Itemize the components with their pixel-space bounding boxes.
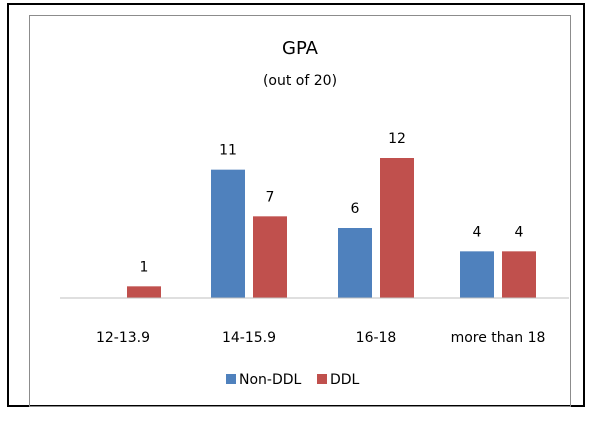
data-label-ddl-1: 7 (266, 189, 275, 205)
x-tick-label: 16-18 (356, 330, 397, 346)
bar-non-ddl-3 (460, 251, 494, 298)
legend: Non-DDL DDL (226, 372, 360, 388)
bar-ddl-2 (380, 158, 414, 298)
data-label-ddl-2: 12 (388, 131, 406, 147)
bars-group (127, 158, 536, 298)
legend-label-ddl: DDL (330, 372, 360, 388)
bar-non-ddl-2 (338, 228, 372, 298)
chart-frame (7, 3, 585, 407)
bar-non-ddl-1 (211, 169, 245, 298)
chart-title: GPA (282, 38, 319, 59)
chart-area (29, 15, 571, 407)
bar-ddl-3 (502, 251, 536, 298)
x-tick-label: 14-15.9 (222, 330, 276, 346)
x-tick-label: 12-13.9 (96, 330, 150, 346)
legend-label-non-ddl: Non-DDL (239, 372, 302, 388)
data-label-non-ddl-1: 11 (219, 143, 237, 159)
chart-subtitle: (out of 20) (263, 73, 337, 89)
legend-swatch-non-ddl (226, 374, 236, 384)
data-label-ddl-3: 4 (515, 224, 524, 240)
legend-swatch-ddl (317, 374, 327, 384)
data-label-non-ddl-2: 6 (351, 201, 360, 217)
x-tick-label: more than 18 (451, 330, 546, 346)
data-label-ddl-0: 1 (140, 259, 149, 275)
bar-ddl-1 (253, 216, 287, 298)
data-label-non-ddl-3: 4 (473, 224, 482, 240)
x-tick-labels: 12-13.9 14-15.9 16-18 more than 18 (96, 330, 545, 346)
bar-ddl-0 (127, 286, 161, 298)
